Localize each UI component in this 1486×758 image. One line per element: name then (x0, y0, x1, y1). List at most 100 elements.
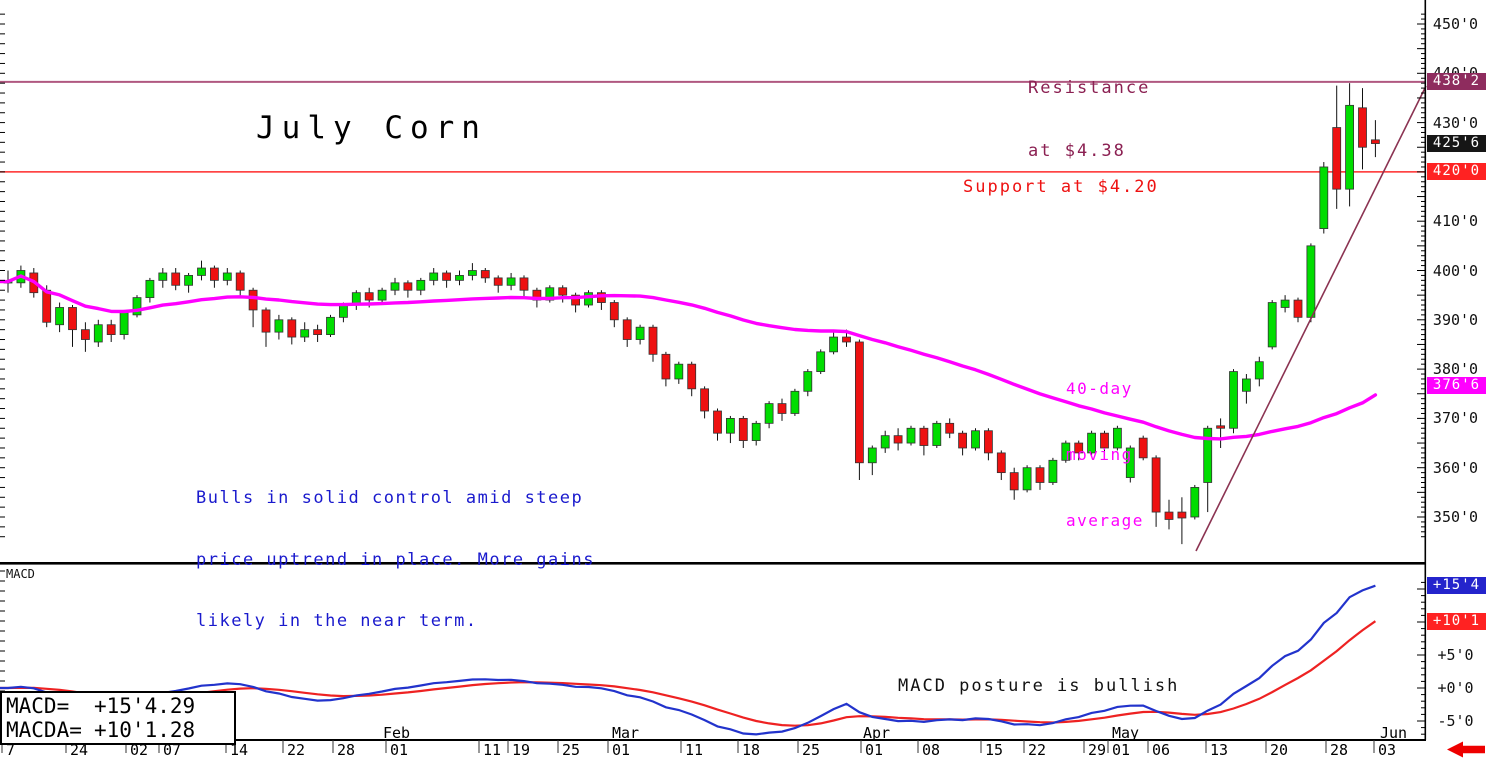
candle-down (364, 292, 374, 301)
date-label: 07 (163, 741, 182, 758)
moving-average-annotation-line3: average (1066, 511, 1144, 530)
candle-down (713, 410, 722, 434)
candle-down (996, 452, 1006, 474)
macd-signal-line (0, 620, 1377, 727)
candle-up (429, 272, 439, 281)
candle-up (1022, 467, 1032, 491)
candle-down (106, 324, 116, 335)
date-label: 11 (483, 741, 502, 758)
candle-up (1048, 459, 1058, 483)
candle-up (455, 275, 464, 281)
month-label: Jun (1380, 724, 1408, 742)
uptrend-line (1195, 85, 1427, 552)
price-badge: 438'2 (1427, 73, 1486, 90)
candle-down (81, 329, 90, 340)
macda-readout-value: +10'1.28 (94, 718, 196, 742)
candle-down (442, 272, 452, 281)
candle-down (1358, 107, 1367, 148)
candle-down (1074, 442, 1084, 454)
macd-line (0, 584, 1376, 736)
candle-up (1113, 427, 1122, 449)
date-label: 24 (70, 741, 89, 758)
candle-down (1164, 511, 1174, 520)
macd-panel-label: MACD (6, 567, 35, 581)
candle-down (609, 302, 619, 321)
candle-up (132, 297, 142, 316)
date-label: 25 (802, 741, 821, 758)
candle-down (171, 272, 181, 286)
price-tick-label: 380'0 (1432, 360, 1479, 378)
candle-up (274, 319, 284, 333)
candle-up (1190, 487, 1200, 518)
candle-up (416, 279, 426, 291)
bulls-annotation-line1: Bulls in solid control amid steep (196, 488, 584, 508)
candle-down (480, 270, 490, 279)
candle-down (1100, 432, 1109, 449)
moving-average-annotation: 40-day moving average (1066, 334, 1144, 576)
macd-readout-box: MACD= +15'4.29 MACDA= +10'1.28 (0, 691, 236, 745)
candle-down (945, 422, 955, 434)
candle-down (1138, 437, 1148, 459)
date-label: 20 (1270, 741, 1289, 758)
price-tick-label: 450'0 (1432, 15, 1479, 33)
candle-up (390, 282, 400, 291)
date-label: 08 (922, 741, 941, 758)
month-label: Mar (612, 724, 640, 742)
candle-down (648, 326, 658, 355)
candle-up (1254, 361, 1264, 380)
candle-down (1332, 127, 1342, 190)
date-label: 01 (1112, 741, 1131, 758)
price-tick-label: 390'0 (1432, 311, 1479, 329)
candle-up (1280, 299, 1290, 308)
resistance-annotation-line2: at $4.38 (1028, 141, 1126, 161)
date-label: 01 (612, 741, 631, 758)
macd-tick-label: +0'0 (1437, 679, 1474, 697)
candle-up (506, 277, 516, 286)
bottom-axis-line (0, 739, 1426, 741)
candle-down (1035, 467, 1045, 483)
candle-up (377, 289, 387, 301)
candle-down (287, 319, 297, 338)
date-label: 06 (1152, 741, 1171, 758)
date-label: 19 (512, 741, 531, 758)
month-label: Apr (863, 724, 891, 742)
resistance-annotation: Resistance at $4.38 (1028, 36, 1150, 204)
candle-down (493, 277, 503, 286)
macd-posture-annotation: MACD posture is bullish (898, 676, 1180, 696)
resistance-annotation-line1: Resistance (1028, 78, 1151, 98)
candle-up (764, 403, 774, 424)
candle-up (803, 371, 813, 392)
candle-up (119, 312, 129, 335)
candle-up (790, 390, 800, 414)
candle-up (1345, 104, 1354, 190)
macd-readout-label: MACD= (6, 694, 70, 718)
candle-down (313, 329, 323, 335)
date-label: 18 (742, 741, 761, 758)
panel-separator-line (0, 562, 1425, 565)
date-label: 28 (1330, 741, 1349, 758)
candle-up (145, 279, 155, 299)
month-label: May (1112, 724, 1140, 742)
macd-badge: +15'4 (1427, 577, 1486, 594)
date-label: 15 (985, 741, 1004, 758)
candle-down (261, 309, 271, 333)
candle-up (674, 363, 684, 380)
candle-down (235, 272, 245, 291)
right-axis-line (1424, 0, 1427, 740)
candle-up (326, 316, 335, 335)
candle-down (738, 417, 748, 441)
candle-down (248, 289, 258, 311)
candle-up (1319, 166, 1329, 229)
candle-up (467, 270, 477, 276)
candle-up (93, 324, 103, 343)
price-tick-label: 400'0 (1432, 262, 1479, 280)
price-tick-label: 430'0 (1432, 114, 1479, 132)
macda-readout-label: MACDA= (6, 718, 82, 742)
price-tick-label: 360'0 (1432, 459, 1479, 477)
candle-up (300, 329, 310, 338)
date-label: 25 (562, 741, 581, 758)
candle-down (558, 287, 568, 296)
candle-down (1177, 511, 1187, 519)
month-label: Feb (383, 724, 411, 742)
bulls-annotation: Bulls in solid control amid steep price … (196, 447, 595, 673)
